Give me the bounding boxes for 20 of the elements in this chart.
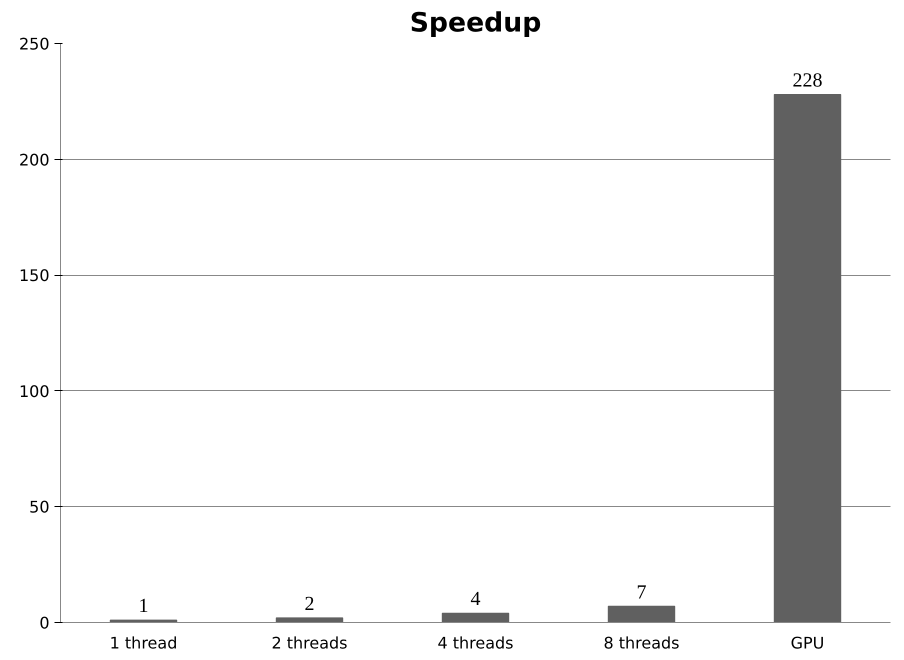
y-tick-label: 200	[18, 150, 50, 170]
data-label: 2	[304, 592, 314, 615]
x-tick-label: GPU	[790, 634, 824, 652]
y-tick-label: 50	[29, 498, 50, 517]
x-tick-label: 1 thread	[110, 634, 178, 652]
y-tick-label: 0	[39, 614, 50, 632]
y-tick-label: 100	[18, 382, 50, 401]
data-label: 4	[470, 588, 480, 610]
y-tick-label: 150	[18, 266, 50, 286]
data-label: 7	[636, 581, 646, 604]
chart-title: Speedup	[410, 8, 542, 38]
x-tick-label: 4 threads	[437, 634, 514, 652]
data-label: 1	[138, 595, 148, 618]
bar	[442, 612, 510, 622]
bar	[608, 606, 676, 622]
x-tick-label: 8 threads	[603, 634, 680, 652]
data-label: 228	[792, 69, 822, 92]
x-tick-label: 2 threads	[271, 634, 348, 652]
y-tick-label: 250	[18, 34, 50, 54]
bar	[774, 94, 842, 622]
